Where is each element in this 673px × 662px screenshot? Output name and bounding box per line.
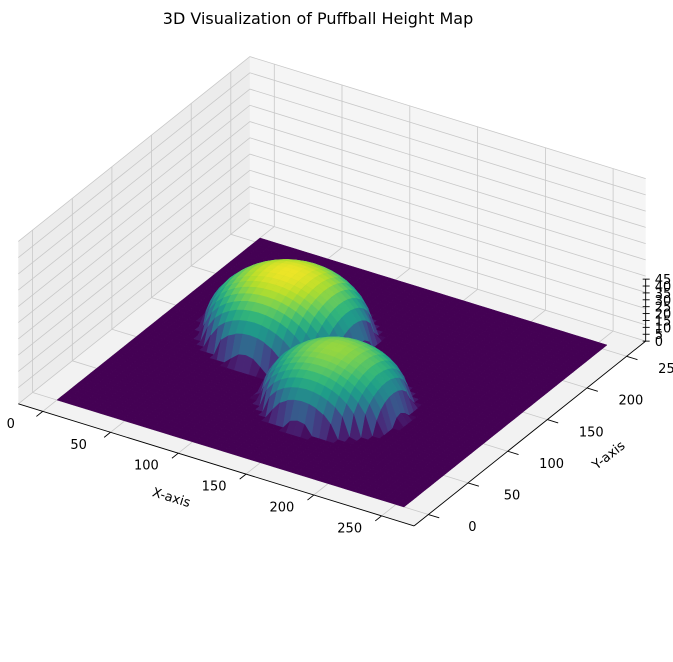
y-tick-mark [547,420,558,423]
y-tick-label: 200 [618,394,643,409]
x-tick-mark [307,495,313,500]
z-tick-label: 45 [655,273,672,288]
x-tick-label: 250 [337,521,362,536]
x-tick-mark [172,453,178,458]
x-axis-label: X-axis [150,485,192,511]
y-tick-label: 0 [468,520,476,535]
x-tick-label: 0 [7,417,15,432]
x-tick-label: 50 [70,438,87,453]
y-tick-mark [428,515,439,518]
y-tick-mark [627,356,638,359]
x-tick-mark [240,474,246,479]
y-tick-label: 100 [539,457,564,472]
x-tick-label: 150 [202,480,227,495]
x-tick-mark [36,411,42,416]
y-tick-label: 150 [579,425,604,440]
y-tick-label: 50 [504,489,521,504]
x-tick-mark [375,516,381,521]
chart-title: 3D Visualization of Puffball Height Map [163,9,473,28]
y-axis-label: Y-axis [589,438,628,473]
y-tick-mark [468,483,479,486]
y-tick-label: 250 [658,362,673,377]
x-tick-label: 100 [134,459,159,474]
x-tick-mark [104,432,110,437]
y-tick-mark [508,451,519,454]
x-tick-label: 200 [269,501,294,516]
y-tick-mark [587,388,598,391]
